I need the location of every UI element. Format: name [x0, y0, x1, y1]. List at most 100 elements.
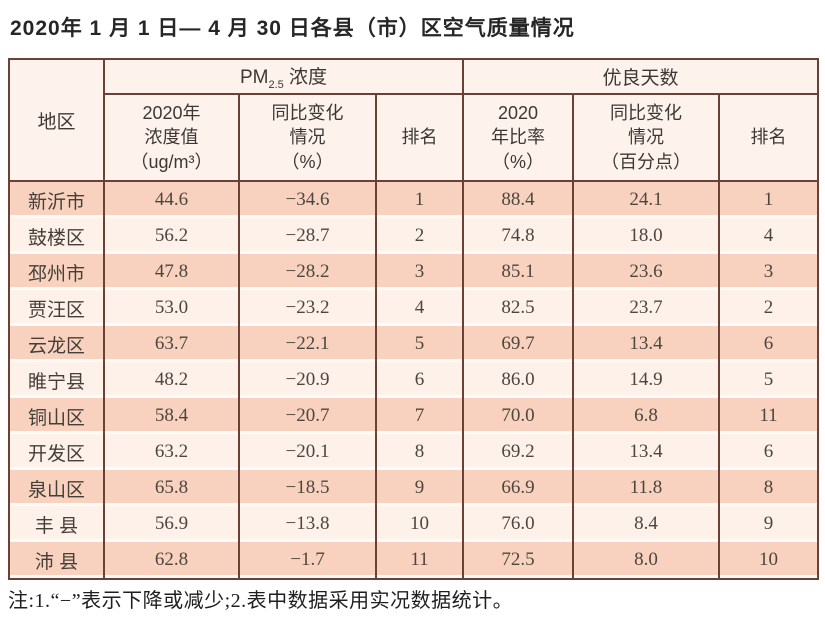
table-row: 鼓楼区 56.2 −28.7 2 74.8 18.0 4	[8, 218, 820, 254]
value-cell: −28.2	[238, 254, 377, 290]
value-cell: 76.0	[462, 506, 575, 542]
value-cell: 63.7	[103, 326, 240, 362]
value-cell: 6	[374, 362, 465, 398]
value-cell: 9	[718, 506, 820, 542]
header-region: 地区	[8, 59, 105, 182]
value-cell: 47.8	[103, 254, 240, 290]
value-cell: 11.8	[572, 470, 721, 506]
table-row: 云龙区 63.7 −22.1 5 69.7 13.4 6	[8, 326, 820, 362]
value-cell: −1.7	[238, 542, 377, 579]
header-days-change: 同比变化 情况 （百分点）	[572, 94, 721, 182]
table-row: 贾汪区 53.0 −23.2 4 82.5 23.7 2	[8, 290, 820, 326]
value-cell: 53.0	[103, 290, 240, 326]
value-cell: 69.2	[462, 434, 575, 470]
value-cell: 5	[374, 326, 465, 362]
value-cell: 65.8	[103, 470, 240, 506]
value-cell: 8.4	[572, 506, 721, 542]
value-cell: 58.4	[103, 398, 240, 434]
value-cell: 70.0	[462, 398, 575, 434]
region-cell: 泉山区	[8, 470, 105, 506]
value-cell: 3	[374, 254, 465, 290]
value-cell: 62.8	[103, 542, 240, 579]
header-group-good-days: 优良天数	[462, 59, 820, 95]
value-cell: 72.5	[462, 542, 575, 579]
value-cell: −13.8	[238, 506, 377, 542]
region-cell: 鼓楼区	[8, 218, 105, 254]
pm25-label-subscript: 2.5	[268, 78, 284, 91]
region-cell: 睢宁县	[8, 362, 105, 398]
table-row: 泉山区 65.8 −18.5 9 66.9 11.8 8	[8, 470, 820, 506]
value-cell: 23.7	[572, 290, 721, 326]
value-cell: 4	[374, 290, 465, 326]
region-cell: 丰 县	[8, 506, 105, 542]
value-cell: 9	[374, 470, 465, 506]
value-cell: 86.0	[462, 362, 575, 398]
value-cell: 13.4	[572, 326, 721, 362]
value-cell: 6.8	[572, 398, 721, 434]
value-cell: −34.6	[238, 181, 377, 218]
table-row: 睢宁县 48.2 −20.9 6 86.0 14.9 5	[8, 362, 820, 398]
header-group-row: 地区 PM2.5 浓度 优良天数	[8, 59, 820, 182]
region-cell: 铜山区	[8, 398, 105, 434]
value-cell: 3	[718, 254, 820, 290]
value-cell: 8.0	[572, 542, 721, 579]
value-cell: 1	[718, 181, 820, 218]
header-pm25-value: 2020年 浓度值 （ug/m³）	[103, 94, 240, 182]
region-cell: 沛 县	[8, 542, 105, 579]
region-cell: 邳州市	[8, 254, 105, 290]
value-cell: 7	[374, 398, 465, 434]
value-cell: 18.0	[572, 218, 721, 254]
table-body: 新沂市 44.6 −34.6 1 88.4 24.1 1 鼓楼区 56.2 −28.7 2 74.8 1…	[8, 181, 820, 579]
air-quality-table: 地区 PM2.5 浓度 优良天数 2020年 浓度值 （ug/m³） 同比变化 …	[8, 58, 820, 580]
header-pm25-rank: 排名	[374, 94, 465, 182]
header-pm25-change: 同比变化 情况 （%）	[238, 94, 377, 182]
table-row: 新沂市 44.6 −34.6 1 88.4 24.1 1	[8, 181, 820, 218]
value-cell: −20.1	[238, 434, 377, 470]
value-cell: 56.2	[103, 218, 240, 254]
value-cell: 63.2	[103, 434, 240, 470]
region-cell: 贾汪区	[8, 290, 105, 326]
value-cell: 44.6	[103, 181, 240, 218]
table-header: 地区 PM2.5 浓度 优良天数 2020年 浓度值 （ug/m³） 同比变化 …	[8, 59, 820, 182]
table-row: 邳州市 47.8 −28.2 3 85.1 23.6 3	[8, 254, 820, 290]
value-cell: 69.7	[462, 326, 575, 362]
value-cell: 6	[718, 326, 820, 362]
table-row: 丰 县 56.9 −13.8 10 76.0 8.4 9	[8, 506, 820, 542]
pm25-label-suffix: 浓度	[283, 67, 328, 89]
value-cell: −23.2	[238, 290, 377, 326]
header-sub-row: 2020年 浓度值 （ug/m³） 同比变化 情况 （%） 排名 2020 年比…	[9, 94, 820, 182]
value-cell: 56.9	[103, 506, 240, 542]
value-cell: 82.5	[462, 290, 575, 326]
value-cell: 88.4	[462, 181, 575, 218]
page-title: 2020年 1 月 1 日— 4 月 30 日各县（市）区空气质量情况	[10, 17, 575, 40]
region-cell: 新沂市	[8, 181, 105, 218]
value-cell: −22.1	[238, 326, 377, 362]
value-cell: 23.6	[572, 254, 721, 290]
value-cell: 11	[374, 542, 465, 579]
value-cell: 2	[718, 290, 820, 326]
table-row: 开发区 63.2 −20.1 8 69.2 13.4 6	[8, 434, 820, 470]
value-cell: 48.2	[103, 362, 240, 398]
value-cell: 74.8	[462, 218, 575, 254]
header-group-pm25: PM2.5 浓度	[102, 59, 465, 95]
region-cell: 云龙区	[8, 326, 105, 362]
table-row: 铜山区 58.4 −20.7 7 70.0 6.8 11	[8, 398, 820, 434]
value-cell: 13.4	[572, 434, 721, 470]
header-days-ratio: 2020 年比率 （%）	[462, 94, 575, 182]
value-cell: −20.7	[238, 398, 377, 434]
value-cell: −20.9	[238, 362, 377, 398]
pm25-label-prefix: PM	[239, 67, 269, 89]
value-cell: 8	[374, 434, 465, 470]
value-cell: 5	[718, 362, 820, 398]
value-cell: 8	[718, 470, 820, 506]
table-row: 沛 县 62.8 −1.7 11 72.5 8.0 10	[8, 542, 820, 579]
region-cell: 开发区	[8, 434, 105, 470]
value-cell: 10	[374, 506, 465, 542]
value-cell: 14.9	[572, 362, 721, 398]
value-cell: −18.5	[238, 470, 377, 506]
value-cell: 4	[718, 218, 820, 254]
value-cell: 1	[374, 181, 465, 218]
value-cell: −28.7	[238, 218, 377, 254]
value-cell: 2	[374, 218, 465, 254]
